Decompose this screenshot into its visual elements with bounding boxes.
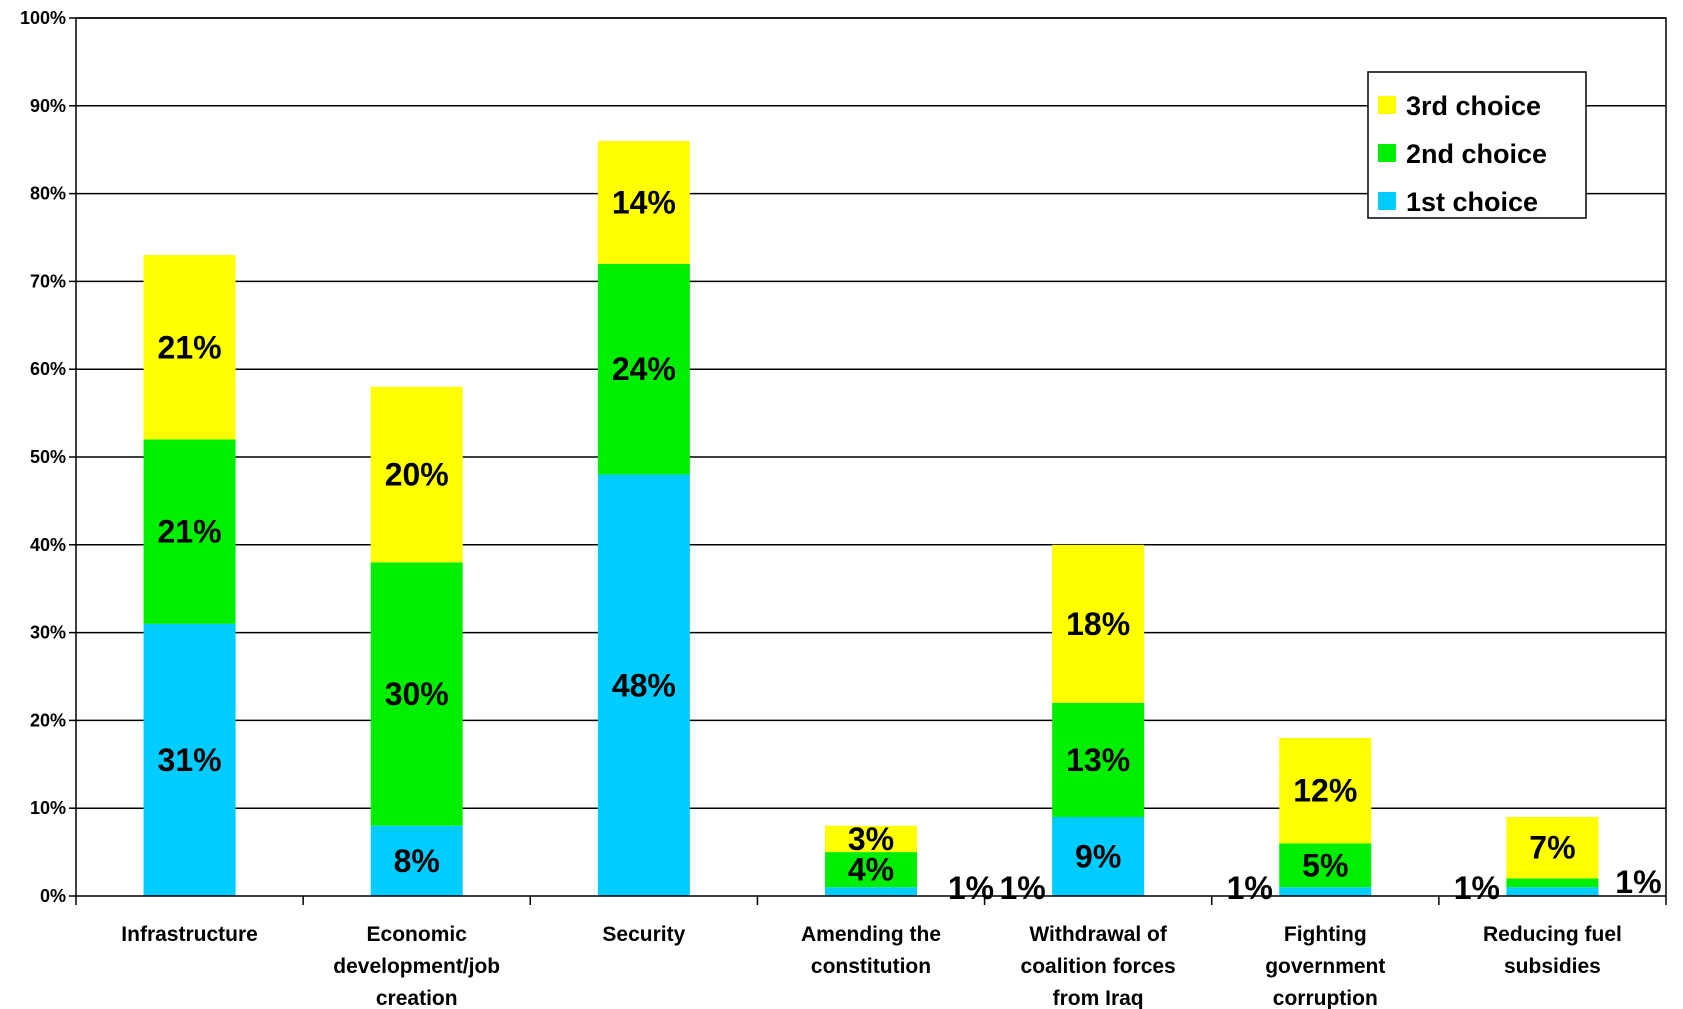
outside-data-label: 1%: [1615, 864, 1661, 900]
y-tick-label: 10%: [30, 798, 66, 818]
legend-box: [1367, 71, 1587, 219]
bar-2nd-choice-5: [1279, 843, 1372, 888]
data-label: 21%: [158, 329, 222, 365]
bar-3rd-choice-5: [1279, 737, 1372, 844]
bar-3rd-choice-1: [370, 386, 463, 563]
y-tick-label: 40%: [30, 535, 66, 555]
x-category-label: Reducing fuel subsidies: [1483, 923, 1622, 978]
bar-1st-choice-4: [1052, 816, 1145, 896]
bar-1st-choice-2: [597, 474, 690, 896]
x-category-label: Infrastructure: [121, 923, 258, 946]
outside-data-label: 1%: [948, 870, 994, 906]
legend-entry: 3rd choice: [1406, 91, 1541, 121]
y-tick-label: 20%: [30, 710, 66, 730]
data-label: 14%: [612, 184, 676, 220]
y-axis-tick-labels: 0% 10% 20% 30% 40% 50% 60% 70% 80% 90% 100%: [20, 8, 66, 906]
bar-3rd-choice-2: [597, 140, 690, 264]
y-tick-label: 100%: [20, 8, 66, 28]
data-label: 18%: [1066, 606, 1130, 642]
legend-swatch: [1378, 96, 1396, 114]
data-label: 48%: [612, 667, 676, 703]
y-tick-label: 50%: [30, 447, 66, 467]
y-tick-label: 30%: [30, 623, 66, 643]
bar-1st-choice-1: [370, 825, 463, 896]
bars: [143, 140, 1599, 896]
bar-3rd-choice-0: [143, 255, 236, 440]
bar-3rd-choice-4: [1052, 544, 1145, 703]
y-tick-label: 60%: [30, 359, 66, 379]
legend: 3rd choice 2nd choice 1st choice: [1367, 71, 1587, 219]
data-label: 12%: [1293, 773, 1357, 809]
bar-2nd-choice-2: [597, 263, 690, 475]
data-label: 31%: [158, 742, 222, 778]
outside-data-label: 1%: [1454, 870, 1500, 906]
data-label: 9%: [1075, 838, 1121, 874]
legend-swatch: [1378, 144, 1396, 162]
x-category-label: Economic development/job creation: [333, 923, 500, 1009]
data-labels: 31% 21% 21% 8% 30% 20% 48% 24% 14% 4%3% 9% 13% 18% 5%…: [158, 184, 1662, 906]
bar-2nd-choice-4: [1052, 702, 1145, 817]
x-category-label: Amending the constitution: [801, 923, 941, 978]
data-label: 4%: [848, 852, 894, 888]
data-label: 13%: [1066, 742, 1130, 778]
data-label: 8%: [394, 843, 440, 879]
x-category-label: Security: [602, 923, 685, 946]
data-label: 5%: [1302, 847, 1348, 883]
data-label: 3%: [848, 821, 894, 857]
x-category-label: Withdrawal of coalition forces from Iraq: [1021, 923, 1176, 1009]
legend-swatch: [1378, 192, 1396, 210]
x-axis-category-labels: Infrastructure Economic development/job cre…: [121, 923, 1622, 1009]
axes: [69, 17, 1667, 905]
bar-2nd-choice-0: [143, 439, 236, 624]
bar-1st-choice-3: [825, 887, 917, 896]
y-tick-label: 90%: [30, 96, 66, 116]
data-label: 7%: [1529, 830, 1575, 866]
y-tick-label: 80%: [30, 184, 66, 204]
data-label: 20%: [385, 457, 449, 493]
data-label: 30%: [385, 676, 449, 712]
bar-1st-choice-6: [1506, 887, 1599, 896]
bar-1st-choice-0: [143, 623, 236, 896]
outside-data-label: 1%: [1227, 870, 1273, 906]
bar-1st-choice-5: [1279, 887, 1372, 896]
bar-3rd-choice-3: [825, 825, 917, 853]
bar-2nd-choice-3: [825, 852, 917, 888]
data-label: 21%: [158, 514, 222, 550]
legend-entry: 2nd choice: [1406, 139, 1547, 169]
y-tick-label: 70%: [30, 271, 66, 291]
y-tick-label: 0%: [40, 886, 66, 906]
legend-entry: 1st choice: [1406, 187, 1538, 217]
plot-area-border: [75, 17, 1667, 897]
data-label: 24%: [612, 351, 676, 387]
bar-2nd-choice-6: [1506, 878, 1599, 888]
bar-2nd-choice-1: [370, 562, 463, 826]
x-category-label: Fighting government corruption: [1265, 923, 1385, 1009]
bar-3rd-choice-6: [1506, 816, 1599, 879]
outside-data-label: 1%: [999, 870, 1045, 906]
